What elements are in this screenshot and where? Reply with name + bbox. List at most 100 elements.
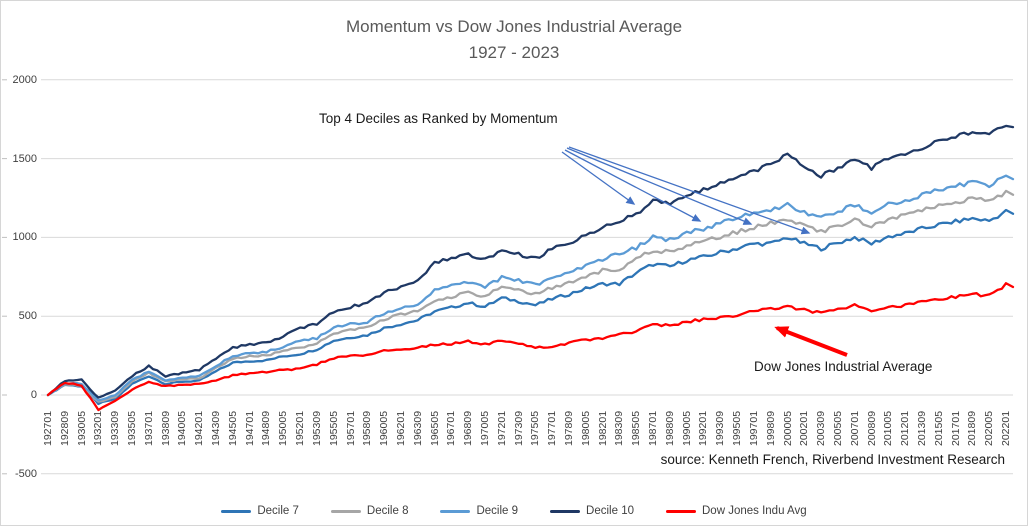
x-axis-label: 195809	[361, 410, 374, 446]
dow-annotation-arrow	[774, 326, 848, 357]
legend-swatch-dow-jones-indu-avg	[666, 509, 696, 513]
legend-item-decile-8: Decile 8	[330, 505, 409, 517]
x-axis-label: 196201	[394, 410, 407, 446]
x-axis-label: 201505	[932, 410, 945, 446]
x-axis-label: 201201	[899, 410, 912, 446]
legend-swatch-decile-10	[550, 509, 581, 513]
x-axis-label: 200701	[848, 410, 861, 446]
x-axis-label: 197809	[563, 410, 576, 446]
annotation-arrow-decile9	[564, 149, 702, 222]
legend-label-dow-jones-indu-avg: Dow Jones Indu Avg	[702, 505, 807, 517]
x-axis-label: 196309	[411, 410, 424, 446]
y-axis-label: 2000	[12, 73, 37, 86]
legend-swatch-decile-7	[221, 509, 252, 513]
x-axis-label: 195309	[310, 410, 323, 446]
x-axis-label: 197005	[478, 410, 491, 446]
legend-label-decile-8: Decile 8	[366, 505, 409, 517]
y-axis-label: 0	[30, 389, 37, 401]
y-axis-label: 500	[18, 310, 37, 323]
legend-label-decile-10: Decile 10	[586, 505, 634, 517]
x-axis-label: 195201	[294, 410, 307, 446]
x-axis-label: 194005	[176, 410, 189, 446]
x-axis-label: 199505	[731, 410, 744, 446]
legend-swatch-decile-8	[330, 509, 361, 513]
x-axis-label: 194201	[193, 410, 206, 446]
legend-item-decile-9: Decile 9	[440, 505, 518, 517]
series-line-decile-8	[46, 189, 1015, 403]
x-axis-label: 198201	[596, 410, 609, 446]
x-axis-label: 196809	[462, 410, 475, 446]
x-axis-label: 194809	[260, 410, 273, 446]
x-axis-label: 200201	[798, 410, 811, 446]
x-axis-label: 201005	[882, 410, 895, 446]
x-axis-label: 198809	[663, 410, 676, 446]
legend-label-decile-7: Decile 7	[257, 505, 299, 517]
data-series	[46, 124, 1015, 412]
x-axis-label: 194505	[226, 410, 239, 446]
x-axis-label: 197505	[529, 410, 542, 446]
x-axis-label: 199809	[764, 410, 777, 446]
legend-item-dow-jones-indu-avg: Dow Jones Indu Avg	[666, 505, 807, 517]
chart-title: Momentum vs Dow Jones Industrial Average	[345, 17, 683, 36]
x-axis-label: 196505	[428, 410, 441, 446]
x-axis-label: 196701	[445, 410, 458, 446]
x-axis-label: 198309	[613, 410, 626, 446]
x-axis-label: 195005	[277, 410, 290, 446]
x-axis-label: 200005	[781, 410, 794, 446]
legend-item-decile-7: Decile 7	[221, 505, 299, 517]
x-axis-label: 200309	[815, 410, 828, 446]
annotation-arrow-decile8	[566, 147, 753, 225]
series-line-decile-10	[46, 124, 1015, 399]
series-line-dow-jones-indu-avg	[46, 282, 1015, 412]
x-axis-label: 197309	[512, 410, 525, 446]
x-axis-label: 197201	[495, 410, 508, 446]
x-axis-label: 200809	[865, 410, 878, 446]
gridlines	[2, 79, 1013, 475]
x-axis-label: 199005	[680, 410, 693, 446]
x-axis-label: 194309	[210, 410, 223, 446]
x-axis-label: 195505	[327, 410, 340, 446]
y-axis-label: 1000	[12, 231, 37, 244]
series-line-decile-7	[46, 208, 1015, 406]
x-axis-label: 193505	[126, 410, 139, 446]
x-axis-label: 196005	[378, 410, 391, 446]
x-axis-label: 194701	[243, 410, 256, 446]
x-axis-label: 200505	[831, 410, 844, 446]
x-axis-label: 197701	[546, 410, 559, 446]
x-axis-label: 192809	[58, 410, 71, 446]
y-axis-label: -500	[14, 467, 37, 480]
chart-subtitle: 1927 - 2023	[468, 43, 560, 62]
x-axis-label: 198701	[647, 410, 660, 446]
x-axis-label: 201309	[915, 410, 928, 446]
x-axis-label: 201701	[949, 410, 962, 446]
x-axis-label: 195701	[344, 410, 357, 446]
x-axis-label: 202201	[1000, 410, 1012, 446]
x-axis-label: 201809	[966, 410, 979, 446]
legend-label-decile-9: Decile 9	[476, 505, 519, 517]
legend-swatch-decile-9	[440, 509, 471, 513]
legend-item-decile-10: Decile 10	[550, 505, 634, 517]
x-axis-label: 192701	[42, 410, 54, 446]
x-axis-label: 202005	[983, 410, 996, 446]
x-axis-label: 199309	[714, 410, 727, 446]
top-deciles-annotation: Top 4 Deciles as Ranked by Momentum	[319, 111, 558, 126]
x-axis-label: 199201	[697, 410, 710, 446]
x-axis-label: 193809	[159, 410, 172, 446]
x-axis-label: 198005	[579, 410, 592, 446]
x-axis-label: 193201	[92, 410, 105, 446]
x-axis-label: 199701	[747, 410, 760, 446]
source-note: source: Kenneth French, Riverbend Invest…	[660, 452, 1005, 467]
dow-jones-annotation: Dow Jones Industrial Average	[754, 359, 933, 374]
x-axis-label: 193309	[109, 410, 122, 446]
annotation-arrow-decile7	[568, 146, 811, 235]
chart-legend: Decile 7 Decile 8 Decile 9 Decile 10 Dow Jon…	[1, 505, 1027, 517]
x-axis-label: 193005	[75, 410, 88, 446]
x-axis-label: 198505	[630, 410, 643, 446]
y-axis-label: 1500	[12, 152, 37, 165]
annotation-arrows	[561, 146, 848, 357]
series-line-decile-9	[46, 174, 1015, 402]
x-axis-label: 193701	[142, 410, 155, 446]
annotation-arrow-decile10	[561, 151, 636, 205]
